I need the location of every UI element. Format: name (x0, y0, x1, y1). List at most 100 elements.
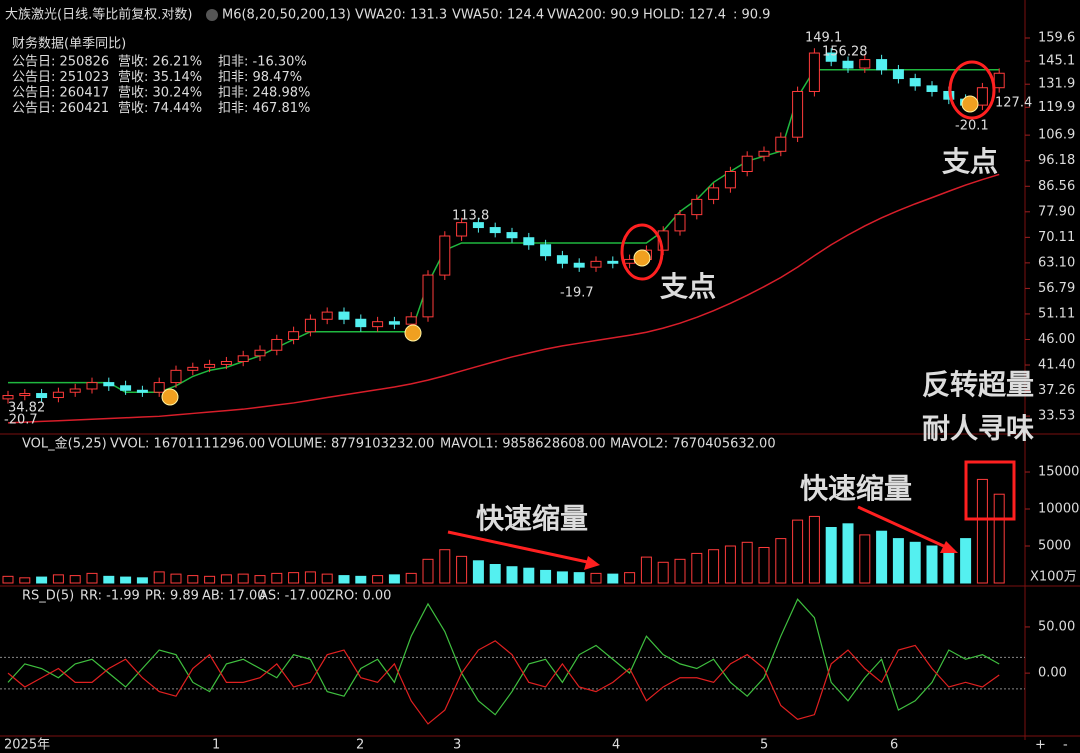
fin-cell: 营收: 30.24% (118, 86, 202, 101)
candle-body (388, 321, 400, 325)
highlight-circle (620, 223, 664, 281)
volume-bar (758, 546, 770, 584)
volume-bar (422, 558, 434, 584)
candle-body (842, 60, 854, 69)
fin-cell: 公告日: 260421 (12, 101, 109, 116)
y-tick-label: 15000 (1038, 465, 1079, 480)
volume-bar (624, 572, 636, 584)
candle-body (422, 274, 434, 318)
candle-body (405, 316, 417, 325)
candle-body (590, 260, 602, 268)
candle-body (993, 72, 1005, 89)
candle-body (674, 214, 686, 232)
volume-bar (506, 566, 518, 584)
annotation: 耐人寻味 (922, 412, 1034, 445)
volume-bar (456, 555, 468, 584)
candle-body (237, 355, 249, 363)
candle-body (825, 52, 837, 62)
volume-bar (607, 573, 619, 584)
annotation: 127.4 (995, 96, 1032, 111)
fin-cell: 扣非: -16.30% (218, 55, 307, 70)
y-tick-label: 96.18 (1038, 153, 1075, 168)
volume-bar (556, 571, 568, 584)
volume-bar (204, 575, 216, 584)
annotation: 149.1 (805, 31, 842, 46)
candle-body (136, 389, 148, 393)
header-item: VWA20: 131.3 (355, 8, 447, 23)
candle-body (489, 227, 501, 234)
arrow-head (584, 556, 600, 570)
y-tick-label: 37.26 (1038, 383, 1075, 398)
fin-cell: 营收: 26.21% (118, 55, 202, 70)
candle-body (456, 222, 468, 237)
header-item: ZRO: 0.00 (326, 589, 391, 604)
candle-body (624, 258, 636, 264)
candle-body (724, 171, 736, 189)
volume-bar (355, 575, 367, 584)
candle-body (472, 222, 484, 229)
annotation: 34.82 (8, 401, 45, 416)
volume-bar (136, 577, 148, 584)
volume-bar (892, 538, 904, 584)
annotation: 快速缩量 (476, 502, 588, 535)
y-tick-label: 106.9 (1038, 128, 1075, 143)
highlight-circle (948, 60, 996, 120)
header-item: AB: 17.00 (202, 589, 266, 604)
volume-bar (237, 573, 249, 584)
y-tick-label: 86.56 (1038, 179, 1075, 194)
annotation: -19.7 (560, 286, 594, 301)
header-item: RR: -1.99 (80, 589, 140, 604)
volume-bar (523, 567, 535, 584)
header-item: : 90.9 (733, 8, 770, 23)
zoom-control[interactable]: + (1035, 738, 1046, 753)
header-item: VWA200: 90.9 (547, 8, 639, 23)
signal-icon (161, 388, 179, 406)
volume-bar (220, 574, 232, 584)
candle-body (170, 369, 182, 384)
candle-body (372, 321, 384, 328)
candle-body (321, 311, 333, 320)
volume-bar (960, 538, 972, 584)
candle-body (204, 363, 216, 368)
y-tick-label: 51.11 (1038, 306, 1075, 321)
header-item: VVOL: 16701111296.00 (110, 437, 265, 452)
candle-body (220, 361, 232, 365)
volume-bar (640, 556, 652, 584)
candle-body (976, 87, 988, 106)
volume-bar (691, 552, 703, 584)
fin-cell: 营收: 35.14% (118, 70, 202, 85)
header-item: PR: 9.89 (145, 589, 199, 604)
volume-bar (321, 573, 333, 584)
series-line (7, 173, 1000, 424)
settings-icon[interactable] (206, 9, 218, 21)
candle-body (304, 318, 316, 333)
volume-bar (153, 571, 165, 584)
header-item: MAVOL2: 7670405632.00 (610, 437, 776, 452)
x-tick-label: 3 (453, 738, 461, 753)
candle-body (523, 237, 535, 246)
candle-body (792, 90, 804, 138)
volume-bar (187, 575, 199, 584)
fin-title: 财务数据(单季同比) (12, 36, 126, 52)
x-tick-label: 6 (890, 738, 898, 753)
candle-body (808, 52, 820, 92)
candle-body (338, 311, 350, 320)
volume-bar (103, 575, 115, 584)
candle-body (691, 198, 703, 216)
x-tick-label: 1 (212, 738, 220, 753)
volume-bar (372, 575, 384, 584)
y-tick-label: 50.00 (1038, 619, 1075, 634)
volume-bar (36, 576, 48, 584)
volume-bar (909, 541, 921, 584)
series-line (8, 69, 1000, 393)
signal-icon (633, 249, 651, 267)
volume-bar (808, 515, 820, 584)
zoom-control[interactable]: - (1063, 738, 1068, 753)
highlight-box (964, 460, 1016, 521)
volume-bar (943, 549, 955, 584)
volume-bar (338, 575, 350, 584)
candle-body (355, 318, 367, 328)
candle-body (439, 235, 451, 276)
candle-body (573, 262, 585, 268)
volume-bar (170, 573, 182, 584)
